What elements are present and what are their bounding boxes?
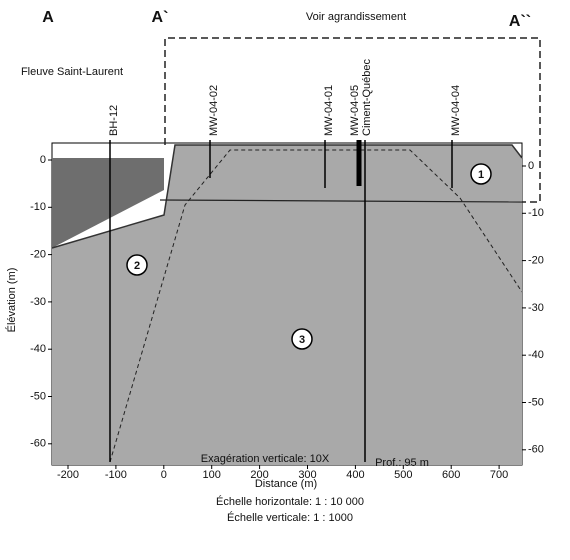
unit-boundary [109, 149, 523, 463]
x-tick-label: -100 [105, 469, 127, 481]
x-tick-label: 0 [161, 469, 167, 481]
x-tick-label: 200 [250, 469, 268, 481]
x-tick-label: 600 [442, 469, 460, 481]
y-tick-label: 0 [40, 154, 46, 166]
x-axis-title: Distance (m) [255, 478, 317, 490]
land [52, 145, 522, 465]
y-tick-label: -10 [30, 201, 46, 213]
unit-label: 2 [134, 260, 140, 272]
y-tick-label: -60 [528, 444, 544, 456]
y-tick-label: -40 [528, 349, 544, 361]
enlargement-box [164, 37, 541, 203]
y-tick-label: 0 [528, 160, 534, 172]
scale-note: Échelle verticale: 1 : 1000 [227, 511, 353, 524]
section-label: A`` [509, 13, 531, 30]
y-tick-label: -20 [30, 249, 46, 261]
y-tick-label: -20 [528, 255, 544, 267]
x-tick-label: 100 [203, 469, 221, 481]
y-axis-title: Élévation (m) [5, 268, 18, 333]
well-label: BH-12 [108, 105, 120, 136]
river-water [52, 158, 164, 248]
well-label: MW-04-02 [208, 85, 220, 136]
x-tick-label: 700 [490, 469, 508, 481]
unit-label: 1 [478, 169, 484, 181]
y-tick-label: -50 [528, 396, 544, 408]
scale-note: Échelle horizontale: 1 : 10 000 [216, 495, 364, 508]
well-label: MW-04-01 [323, 85, 335, 136]
note: Exagération verticale: 10X [201, 453, 330, 465]
unit-label: 3 [299, 334, 305, 346]
unit-marker [470, 163, 492, 185]
enlargement-label: Voir agrandissement [306, 11, 406, 23]
x-tick-label: 400 [346, 469, 364, 481]
unit-marker [291, 328, 313, 350]
well-label: Ciment-Québec [361, 58, 373, 136]
well-label: MW-04-05 [349, 85, 361, 136]
x-tick-label: -200 [57, 469, 79, 481]
note: Prof.: 95 m [375, 457, 429, 469]
y-tick-label: -30 [30, 296, 46, 308]
section-label: A` [152, 9, 169, 26]
river-label: Fleuve Saint-Laurent [21, 66, 123, 78]
y-tick-label: -30 [528, 302, 544, 314]
unit-boundary-horizontal [159, 199, 523, 203]
well-label: MW-04-04 [450, 85, 462, 136]
y-tick-label: -50 [30, 390, 46, 402]
y-tick-label: -60 [30, 438, 46, 450]
ground-profile [51, 144, 523, 249]
y-tick-label: -10 [528, 207, 544, 219]
section-label: A [42, 9, 54, 26]
unit-marker [126, 254, 148, 276]
x-tick-label: 300 [298, 469, 316, 481]
y-tick-label: -40 [30, 343, 46, 355]
x-tick-label: 500 [394, 469, 412, 481]
